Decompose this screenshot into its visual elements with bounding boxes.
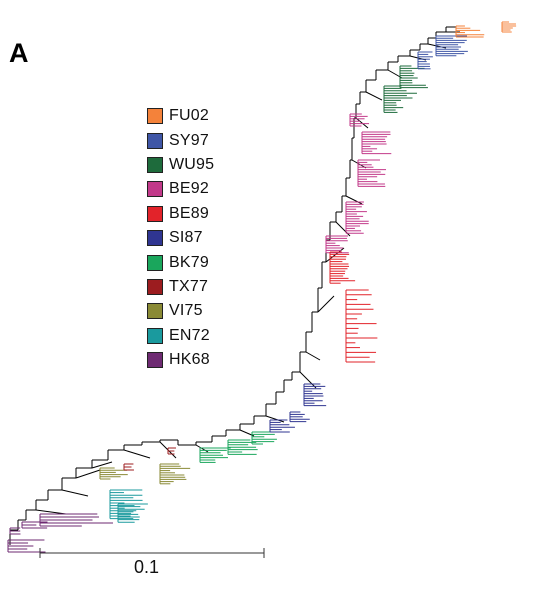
legend-item-sy97: SY97 xyxy=(147,128,214,152)
legend-label: FU02 xyxy=(169,107,209,125)
legend-label: BE89 xyxy=(169,204,209,222)
legend-label: BK79 xyxy=(169,253,209,271)
legend-swatch xyxy=(147,327,163,344)
legend-item-en72: EN72 xyxy=(147,324,214,348)
scale-bar xyxy=(39,548,265,558)
legend-item-bk79: BK79 xyxy=(147,250,214,274)
tree-clades xyxy=(7,21,517,553)
trunk-branch xyxy=(75,469,101,479)
trunk-branch xyxy=(351,159,367,169)
legend-swatch xyxy=(147,181,163,198)
legend-label: BE92 xyxy=(169,180,209,198)
trunk-branch xyxy=(123,449,151,459)
legend-item-hk68: HK68 xyxy=(147,348,214,372)
trunk-branch xyxy=(365,91,383,101)
legend-item-tx77: TX77 xyxy=(147,275,214,299)
trunk-branch xyxy=(91,461,113,469)
legend-swatch xyxy=(147,278,163,295)
legend-swatch xyxy=(147,108,163,125)
legend-item-be92: BE92 xyxy=(147,177,214,201)
trunk-branch xyxy=(35,509,67,515)
trunk-branch xyxy=(61,489,89,497)
tree-trunk xyxy=(9,26,460,545)
panel-label: A xyxy=(9,38,29,68)
scale-bar-label: 0.1 xyxy=(134,557,160,577)
legend-label: HK68 xyxy=(169,351,210,369)
legend-swatch xyxy=(147,303,163,320)
legend-item-fu02: FU02 xyxy=(147,104,214,128)
legend-label: VI75 xyxy=(169,302,203,320)
legend-swatch xyxy=(147,205,163,222)
legend-swatch xyxy=(147,352,163,369)
legend-swatch xyxy=(147,254,163,271)
trunk-branch xyxy=(317,295,335,313)
legend-item-si87: SI87 xyxy=(147,226,214,250)
legend-swatch xyxy=(147,156,163,173)
legend-swatch xyxy=(147,230,163,247)
legend-label: WU95 xyxy=(169,155,215,173)
strain-legend: FU02 SY97 WU95 BE92 BE89 SI87 BK79 TX77 VI75 EN72… xyxy=(147,104,214,372)
legend-label: TX77 xyxy=(169,277,209,295)
legend-label: SY97 xyxy=(169,131,209,149)
trunk-branch xyxy=(345,195,363,205)
legend-label: SI87 xyxy=(169,229,203,247)
trunk-branch xyxy=(305,351,321,361)
legend-item-wu95: WU95 xyxy=(147,153,214,177)
trunk-branch xyxy=(355,117,369,129)
trunk-branch xyxy=(299,371,317,389)
legend-item-vi75: VI75 xyxy=(147,299,214,323)
trunk-branch xyxy=(265,415,285,423)
legend-item-be89: BE89 xyxy=(147,202,214,226)
legend-label: EN72 xyxy=(169,326,210,344)
legend-swatch xyxy=(147,132,163,149)
